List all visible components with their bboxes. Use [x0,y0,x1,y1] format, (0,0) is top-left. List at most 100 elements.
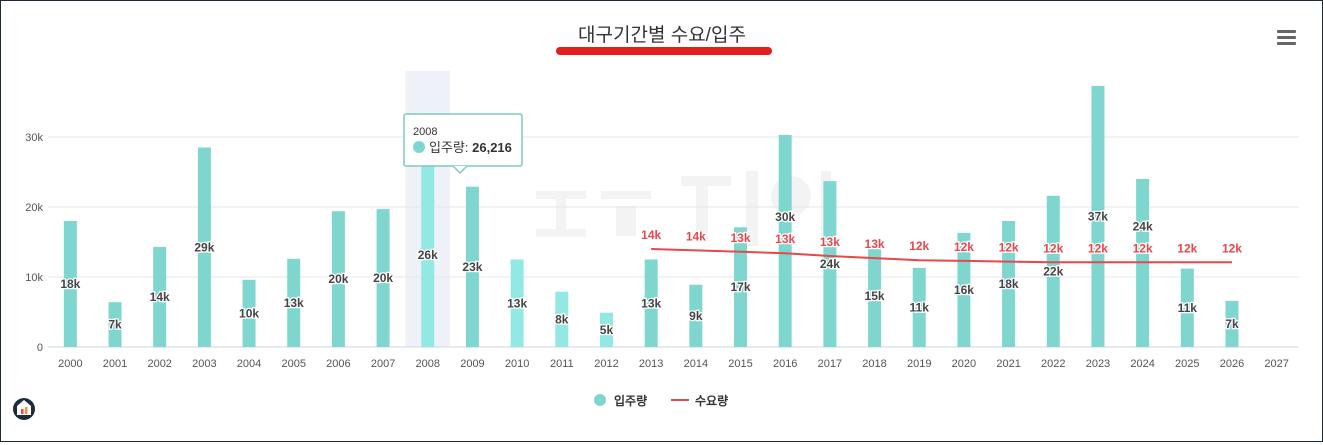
bar-label-2009: 23k [462,260,482,274]
x-tick-label: 2013 [639,358,663,370]
x-tick-label: 2000 [58,358,82,370]
bar-2014 [689,284,703,347]
x-tick-label: 2021 [996,358,1020,370]
bar-2019 [912,267,926,347]
bar-label-2011: 8k [555,312,569,326]
bar-label-2012: 5k [600,323,614,337]
bar-2023 [1091,85,1105,348]
bar-label-2017: 24k [820,257,840,271]
svg-text:입주량: 입주량 [614,394,647,408]
x-tick-label: 2018 [862,358,886,370]
bar-2013 [644,259,658,347]
demand-line [651,248,1232,264]
tooltip-marker [413,141,425,153]
bar-label-2000: 18k [60,277,80,291]
line-label-2022: 12k [1043,241,1063,255]
x-tick-label: 2025 [1175,358,1199,370]
house-logo-icon[interactable] [13,398,35,420]
bar-2002 [153,246,167,347]
line-label-2024: 12k [1133,241,1153,255]
bar-label-2008: 26k [418,248,438,262]
bar-2018 [868,244,882,347]
x-tick-label: 2026 [1220,358,1244,370]
bar-label-2002: 14k [150,290,170,304]
line-label-2018: 13k [865,237,885,251]
bar-2005 [287,258,301,347]
x-tick-label: 2001 [103,358,127,370]
line-label-2023: 12k [1088,241,1108,255]
bar-label-2014: 9k [689,309,703,323]
bar-label-2021: 18k [999,277,1019,291]
x-tick-label: 2006 [326,358,350,370]
bar-label-2025: 11k [1178,301,1198,315]
bar-2012 [599,312,613,347]
line-label-2013: 14k [641,228,661,242]
bar-label-2015: 17k [731,280,751,294]
bar-2007 [376,209,390,347]
x-tick-label: 2019 [907,358,931,370]
x-tick-label: 2011 [550,358,574,370]
bar-2000 [63,221,77,347]
tooltip: 2008 입주량: 26,216 [403,113,523,175]
bar-label-2001: 7k [108,318,122,332]
bar-label-2003: 29k [194,240,214,254]
bar-label-2013: 13k [641,296,661,310]
bar-2009 [465,186,479,347]
legend-item-demand[interactable]: 수요량 [671,394,728,408]
bar-label-2019: 11k [910,300,930,314]
legend: 입주량 수요량 [594,394,728,408]
line-label-2020: 12k [954,240,974,254]
hamburger-menu-icon[interactable] [1277,30,1296,45]
bar-2026 [1225,300,1239,347]
line-label-2019: 12k [909,239,929,253]
bar-label-2004: 10k [239,306,259,320]
y-tick-label: 10k [25,272,43,284]
line-label-2021: 12k [999,241,1019,255]
x-tick-label: 2009 [460,358,484,370]
y-tick-label: 20k [25,202,43,214]
line-label-2016: 13k [775,232,795,246]
x-tick-label: 2008 [416,358,440,370]
bar-2015 [734,227,748,347]
line-label-2026: 12k [1222,241,1242,255]
x-tick-label: 2023 [1086,358,1110,370]
chart-title: 대구기간별 수요/입주 [578,24,746,46]
x-tick-label: 2027 [1264,358,1288,370]
bar-2004 [242,279,256,347]
x-tick-label: 2017 [818,358,842,370]
bar-2011 [555,291,569,347]
x-tick-label: 2022 [1041,358,1065,370]
svg-text:입주량: 26,216: 입주량: 26,216 [429,140,512,155]
line-label-2017: 13k [820,235,840,249]
tooltip-category: 2008 [413,126,437,138]
bar-2017 [823,181,837,347]
x-tick-label: 2005 [281,358,305,370]
x-tick-label: 2016 [773,358,797,370]
title-underline [556,47,772,55]
y-tick-label: 30k [25,132,43,144]
bar-2001 [108,302,122,347]
x-tick-label: 2010 [505,358,529,370]
bar-2016 [778,134,792,347]
bar-label-2022: 22k [1043,264,1063,278]
bar-label-2016: 30k [775,210,795,224]
legend-item-supply[interactable]: 입주량 [594,394,647,408]
x-tick-label: 2024 [1130,358,1154,370]
bar-label-2026: 7k [1225,317,1239,331]
bar-label-2020: 16k [954,283,974,297]
bar-label-2006: 20k [328,272,348,286]
svg-text:수요량: 수요량 [695,394,728,408]
x-tick-label: 2014 [684,358,708,370]
bar-label-2024: 24k [1133,219,1153,233]
x-tick-label: 2002 [147,358,171,370]
bar-label-2018: 15k [865,289,885,303]
x-tick-label: 2007 [371,358,395,370]
bar-label-2007: 20k [373,271,393,285]
line-label-2014: 14k [686,229,706,243]
x-tick-label: 2012 [594,358,618,370]
bar-2021 [1002,221,1016,347]
bar-2025 [1180,268,1194,347]
tooltip-label: 입주량 [429,140,465,155]
